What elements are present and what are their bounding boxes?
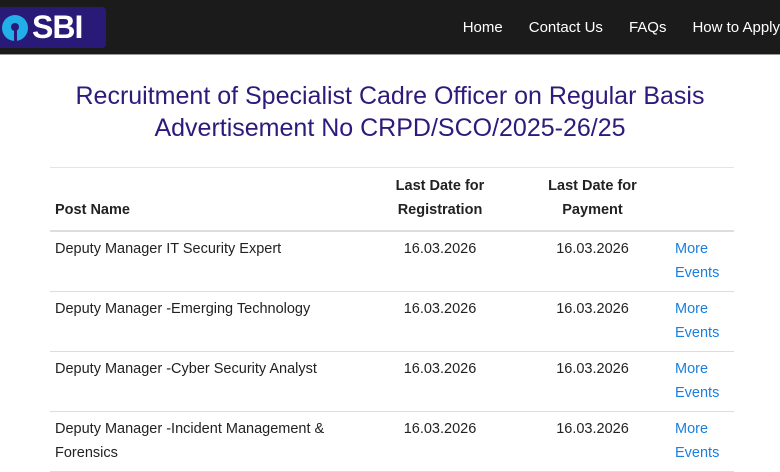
nav-faqs[interactable]: FAQs [628, 19, 667, 36]
table-row: Deputy Manager -Incident Management & Fo… [50, 411, 734, 472]
logo-text: SBI [32, 9, 83, 45]
registration-date: 16.03.2026 [365, 411, 515, 472]
nav-menu: Home Contact Us FAQs How to Apply [463, 0, 780, 55]
payment-date: 16.03.2026 [515, 411, 670, 472]
header-post-name: Post Name [50, 167, 365, 232]
link-cell: More Events [670, 351, 734, 412]
page-title: Recruitment of Specialist Cadre Officer … [0, 80, 780, 144]
sbi-keyhole-icon [2, 14, 28, 41]
table-row: Deputy Manager IT Security Expert 16.03.… [50, 231, 734, 292]
post-name: Deputy Manager -Cyber Security Analyst [50, 351, 365, 412]
posts-table: Post Name Last Date for Registration Las… [50, 167, 734, 472]
nav-how-to-apply[interactable]: How to Apply [692, 19, 780, 36]
header-actions [670, 167, 734, 232]
payment-date: 16.03.2026 [515, 291, 670, 352]
title-line-2: Advertisement No CRPD/SCO/2025-26/25 [154, 114, 626, 142]
header-registration: Last Date for Registration [365, 167, 515, 232]
payment-date: 16.03.2026 [515, 351, 670, 412]
registration-date: 16.03.2026 [365, 291, 515, 352]
table-row: Deputy Manager -Emerging Technology 16.0… [50, 291, 734, 352]
link-cell: More Events [670, 291, 734, 352]
nav-contact-us[interactable]: Contact Us [528, 19, 603, 36]
header-payment: Last Date for Payment [515, 167, 670, 232]
link-cell: More Events [670, 231, 734, 292]
table-row: Deputy Manager -Cyber Security Analyst 1… [50, 351, 734, 412]
registration-date: 16.03.2026 [365, 231, 515, 292]
payment-date: 16.03.2026 [515, 231, 670, 292]
sbi-logo[interactable]: SBI [0, 7, 106, 48]
post-name: Deputy Manager -Incident Management & Fo… [50, 411, 365, 472]
more-events-link[interactable]: More Events [675, 361, 720, 401]
more-events-link[interactable]: More Events [675, 421, 720, 461]
registration-date: 16.03.2026 [365, 351, 515, 412]
post-name: Deputy Manager -Emerging Technology [50, 291, 365, 352]
more-events-link[interactable]: More Events [675, 301, 720, 341]
nav-home[interactable]: Home [462, 19, 503, 36]
top-navbar: SBI Home Contact Us FAQs How to Apply [0, 0, 780, 55]
link-cell: More Events [670, 411, 734, 472]
post-name: Deputy Manager IT Security Expert [50, 231, 365, 292]
more-events-link[interactable]: More Events [675, 241, 720, 281]
title-line-1: Recruitment of Specialist Cadre Officer … [75, 82, 705, 110]
